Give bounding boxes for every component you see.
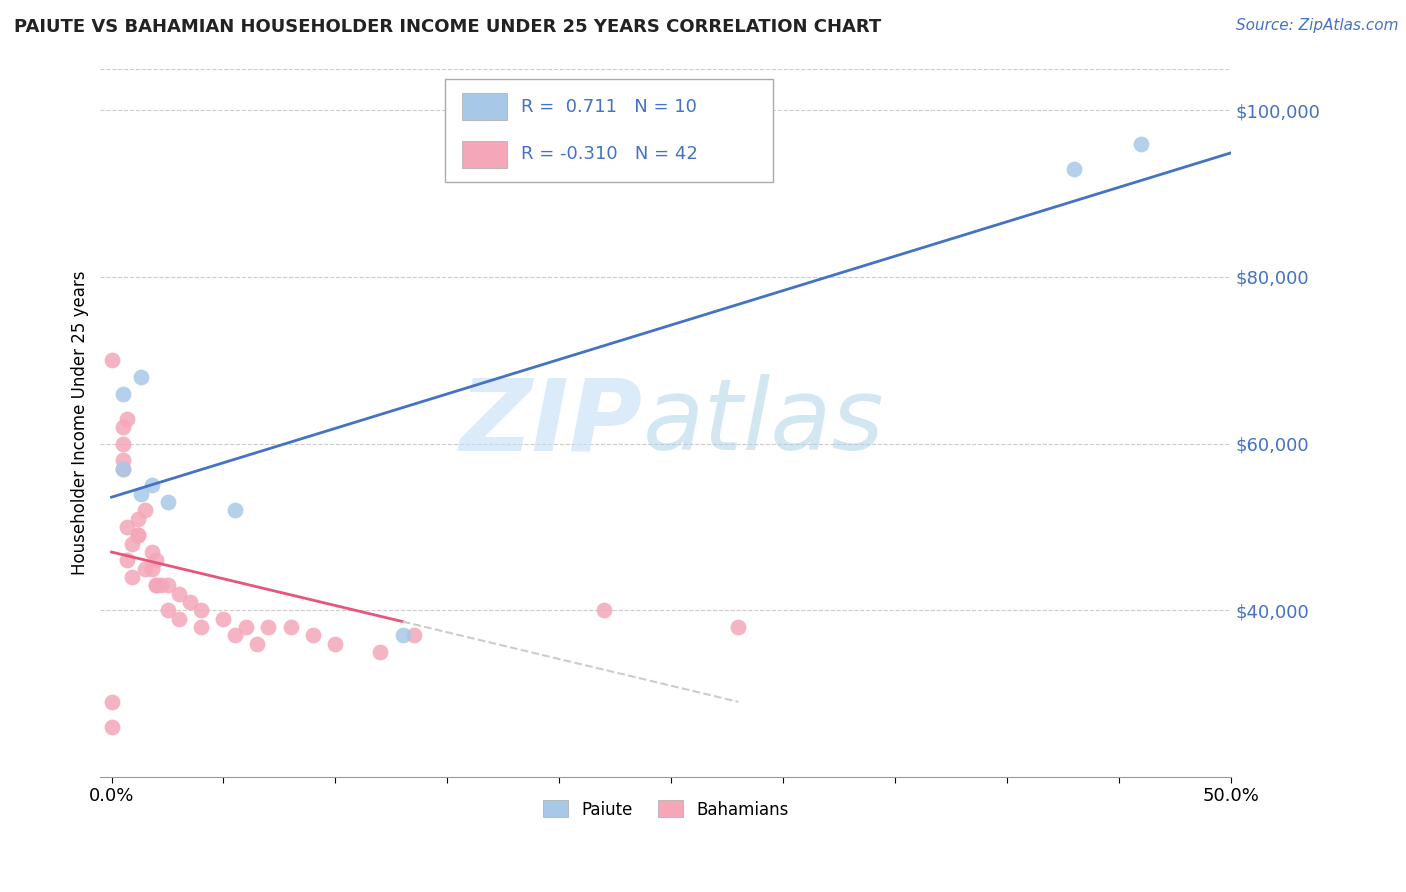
Point xyxy=(111,461,134,475)
Point xyxy=(115,553,138,567)
Text: R = -0.310   N = 42: R = -0.310 N = 42 xyxy=(522,145,697,163)
Point xyxy=(127,528,149,542)
Text: ZIP: ZIP xyxy=(460,374,643,471)
Point xyxy=(134,503,156,517)
Point xyxy=(115,520,138,534)
Point xyxy=(224,628,246,642)
Point xyxy=(179,595,201,609)
Point xyxy=(100,695,122,709)
Point xyxy=(246,636,269,650)
Point xyxy=(727,620,749,634)
Point xyxy=(1063,161,1085,176)
Point xyxy=(100,720,122,734)
Point xyxy=(280,620,302,634)
Text: Source: ZipAtlas.com: Source: ZipAtlas.com xyxy=(1236,18,1399,33)
Point xyxy=(167,611,190,625)
Point xyxy=(593,603,616,617)
Point xyxy=(156,603,179,617)
Point xyxy=(111,436,134,450)
Point xyxy=(257,620,280,634)
Point xyxy=(129,369,152,384)
FancyBboxPatch shape xyxy=(463,93,508,120)
Point xyxy=(121,536,143,550)
Point xyxy=(190,620,212,634)
Point xyxy=(145,578,167,592)
Point xyxy=(302,628,325,642)
Point xyxy=(212,611,235,625)
Point xyxy=(145,578,167,592)
Point xyxy=(141,545,163,559)
Point xyxy=(111,386,134,401)
Point xyxy=(100,353,122,368)
Point xyxy=(224,503,246,517)
Point xyxy=(1130,136,1153,151)
Point xyxy=(156,578,179,592)
Point xyxy=(156,495,179,509)
FancyBboxPatch shape xyxy=(463,141,508,168)
Point xyxy=(325,636,347,650)
Point xyxy=(167,586,190,600)
Point xyxy=(111,453,134,467)
Text: PAIUTE VS BAHAMIAN HOUSEHOLDER INCOME UNDER 25 YEARS CORRELATION CHART: PAIUTE VS BAHAMIAN HOUSEHOLDER INCOME UN… xyxy=(14,18,882,36)
FancyBboxPatch shape xyxy=(446,79,773,182)
Text: R =  0.711   N = 10: R = 0.711 N = 10 xyxy=(522,97,697,116)
Text: atlas: atlas xyxy=(643,374,884,471)
Point xyxy=(111,420,134,434)
Point xyxy=(127,528,149,542)
Point xyxy=(129,486,152,500)
Point xyxy=(402,628,425,642)
Y-axis label: Householder Income Under 25 years: Householder Income Under 25 years xyxy=(72,270,89,575)
Legend: Paiute, Bahamians: Paiute, Bahamians xyxy=(536,794,794,825)
Point xyxy=(145,553,167,567)
Point xyxy=(368,645,391,659)
Point xyxy=(190,603,212,617)
Point xyxy=(235,620,257,634)
Point xyxy=(127,511,149,525)
Point xyxy=(134,561,156,575)
Point xyxy=(121,570,143,584)
Point xyxy=(115,411,138,425)
Point xyxy=(141,478,163,492)
Point xyxy=(391,628,413,642)
Point xyxy=(141,561,163,575)
Point xyxy=(111,461,134,475)
Point xyxy=(149,578,172,592)
